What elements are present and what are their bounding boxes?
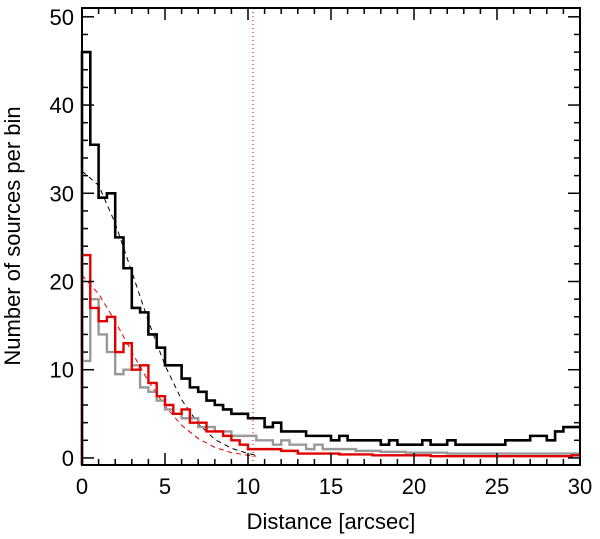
series-0-line (80, 50, 580, 465)
series-3-fit (81, 170, 257, 456)
x-axis-title: Distance [arcsec] (247, 509, 416, 534)
y-tick-label: 30 (50, 181, 74, 206)
series-1 (80, 253, 580, 465)
series-3 (81, 170, 257, 456)
plot-area (80, 8, 580, 465)
series-2-line (80, 297, 580, 465)
x-tick-label: 20 (402, 474, 426, 499)
x-tick-label: 10 (236, 474, 260, 499)
series-1-line (80, 253, 580, 465)
y-tick-label: 50 (50, 5, 74, 30)
x-tick-label: 30 (568, 474, 592, 499)
series-2 (80, 297, 580, 465)
y-tick-label: 40 (50, 93, 74, 118)
y-tick-label: 10 (50, 358, 74, 383)
series-0 (80, 50, 580, 465)
x-tick-label: 25 (485, 474, 509, 499)
y-tick-label: 20 (50, 269, 74, 294)
y-axis-title: Number of sources per bin (0, 106, 25, 365)
x-tick-label: 5 (159, 474, 171, 499)
y-tick-label: 0 (62, 446, 74, 471)
axes: 0 5 10 15 20 25 30 0 10 20 30 40 50 (50, 5, 593, 499)
x-tick-label: 15 (319, 474, 343, 499)
x-tick-label: 0 (76, 474, 88, 499)
